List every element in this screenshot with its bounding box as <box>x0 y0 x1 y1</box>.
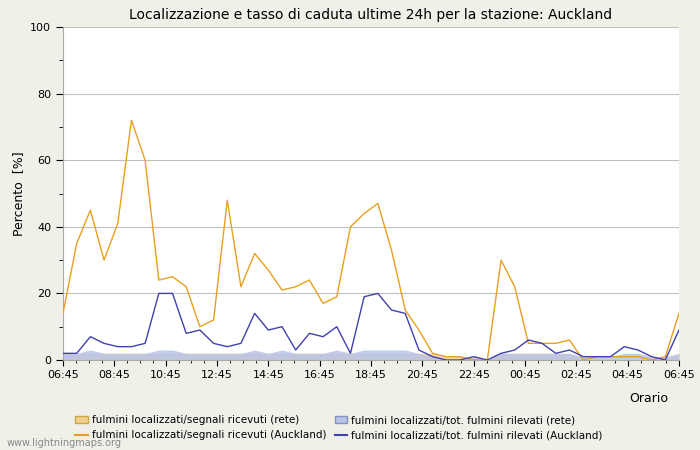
Legend: fulmini localizzati/segnali ricevuti (rete), fulmini localizzati/segnali ricevut: fulmini localizzati/segnali ricevuti (re… <box>75 415 603 440</box>
Y-axis label: Percento  [%]: Percento [%] <box>12 151 24 236</box>
Text: Orario: Orario <box>629 392 668 405</box>
Title: Localizzazione e tasso di caduta ultime 24h per la stazione: Auckland: Localizzazione e tasso di caduta ultime … <box>130 8 612 22</box>
Text: www.lightningmaps.org: www.lightningmaps.org <box>7 438 122 448</box>
